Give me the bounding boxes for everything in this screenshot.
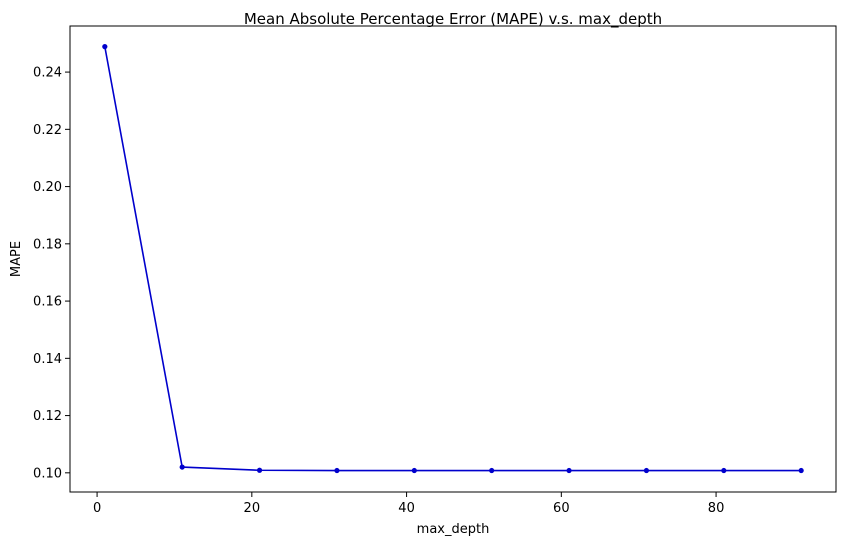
y-tick-label: 0.10 — [33, 466, 62, 481]
series-line — [104, 46, 802, 472]
data-point — [334, 467, 340, 474]
x-tick-label: 20 — [244, 501, 261, 516]
y-tick-label: 0.14 — [33, 352, 62, 367]
data-point — [102, 44, 108, 50]
x-tick-label: 60 — [553, 501, 570, 516]
chart-title: Mean Absolute Percentage Error (MAPE) v.… — [244, 10, 662, 29]
y-axis-ticks: 0.10 0.12 0.14 0.16 0.18 0.20 0.22 0.24 — [33, 66, 70, 481]
x-tick-label: 40 — [398, 501, 415, 516]
series-layer — [102, 44, 804, 474]
data-point — [179, 464, 185, 470]
y-tick-label: 0.24 — [33, 66, 62, 81]
data-point — [643, 467, 650, 474]
x-axis-ticks: 0 20 40 60 80 — [93, 492, 724, 516]
y-tick-label: 0.22 — [33, 123, 62, 138]
y-tick-label: 0.16 — [33, 295, 62, 310]
data-point — [256, 467, 263, 473]
y-tick-label: 0.20 — [33, 180, 62, 195]
data-point — [489, 467, 495, 474]
y-axis-label: MAPE — [9, 241, 24, 277]
y-tick-label: 0.12 — [33, 409, 62, 424]
data-point — [798, 467, 804, 474]
x-axis-label: max_depth — [417, 522, 490, 537]
data-point — [566, 467, 572, 474]
y-tick-label: 0.18 — [33, 237, 62, 252]
data-point — [721, 467, 727, 474]
plot-area-frame — [69, 25, 837, 493]
x-tick-label: 0 — [93, 501, 101, 516]
data-point — [411, 467, 417, 474]
x-tick-label: 80 — [708, 501, 725, 516]
